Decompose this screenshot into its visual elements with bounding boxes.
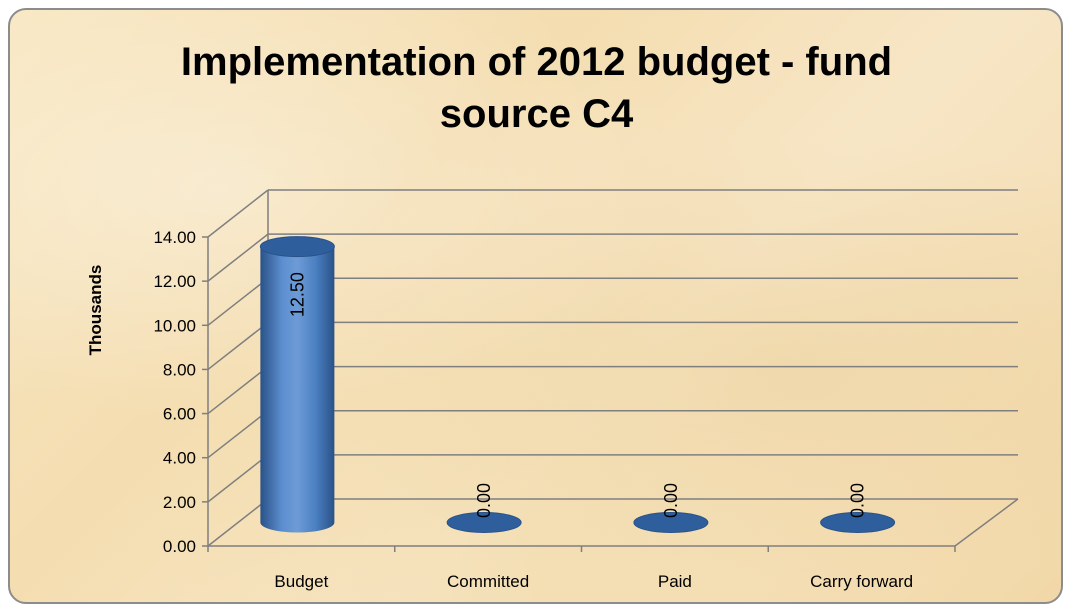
data-labels: 12.50 0.00 0.00 0.00 bbox=[287, 272, 867, 518]
bar-top bbox=[820, 512, 896, 533]
x-axis: Budget Committed Paid Carry forward bbox=[207, 546, 956, 591]
bar-body bbox=[260, 246, 335, 533]
gridline-side bbox=[207, 410, 269, 459]
gridline-side bbox=[207, 189, 269, 238]
gridline-side bbox=[207, 277, 269, 326]
bar-top bbox=[633, 512, 709, 533]
data-label: 0.00 bbox=[848, 483, 868, 518]
y-tick-label: 8.00 bbox=[163, 360, 196, 379]
y-tick-label: 2.00 bbox=[163, 493, 196, 512]
chart-area bbox=[8, 8, 1063, 604]
gridline-side bbox=[207, 498, 269, 547]
data-label: 12.50 bbox=[287, 272, 307, 317]
bar bbox=[259, 236, 335, 533]
y-tick-label: 0.00 bbox=[163, 537, 196, 556]
floor-right-edge bbox=[954, 498, 1019, 547]
chart-title-line-2: source C4 bbox=[439, 92, 634, 136]
bar bbox=[633, 512, 709, 533]
y-axis-ticks: 0.00 2.00 4.00 6.00 8.00 10.00 12.00 14.00 bbox=[153, 228, 208, 556]
data-label: 0.00 bbox=[474, 483, 494, 518]
y-tick-label: 14.00 bbox=[153, 228, 196, 247]
chart-title: Implementation of 2012 budget - fund sou… bbox=[0, 36, 1073, 140]
gridlines bbox=[207, 189, 1018, 547]
x-tick-label: Paid bbox=[658, 572, 692, 591]
bar-top bbox=[259, 236, 335, 258]
gridline-side bbox=[207, 321, 269, 371]
bar bbox=[820, 512, 896, 533]
gridline-side bbox=[207, 454, 269, 503]
bars bbox=[259, 236, 896, 533]
gridline-side bbox=[207, 365, 269, 415]
y-axis-label: Thousands bbox=[86, 265, 105, 356]
y-tick-label: 12.00 bbox=[153, 272, 196, 291]
data-label: 0.00 bbox=[661, 483, 681, 518]
x-tick-label: Committed bbox=[447, 572, 529, 591]
chart-title-line-1: Implementation of 2012 budget - fund bbox=[180, 40, 893, 84]
y-tick-label: 6.00 bbox=[163, 405, 196, 424]
x-tick-label: Budget bbox=[274, 572, 328, 591]
x-tick-label: Carry forward bbox=[810, 572, 913, 591]
bar bbox=[446, 512, 522, 533]
bar-top bbox=[446, 512, 522, 533]
gridline-side bbox=[207, 233, 269, 282]
y-tick-label: 10.00 bbox=[153, 316, 196, 335]
y-tick-label: 4.00 bbox=[163, 449, 196, 468]
